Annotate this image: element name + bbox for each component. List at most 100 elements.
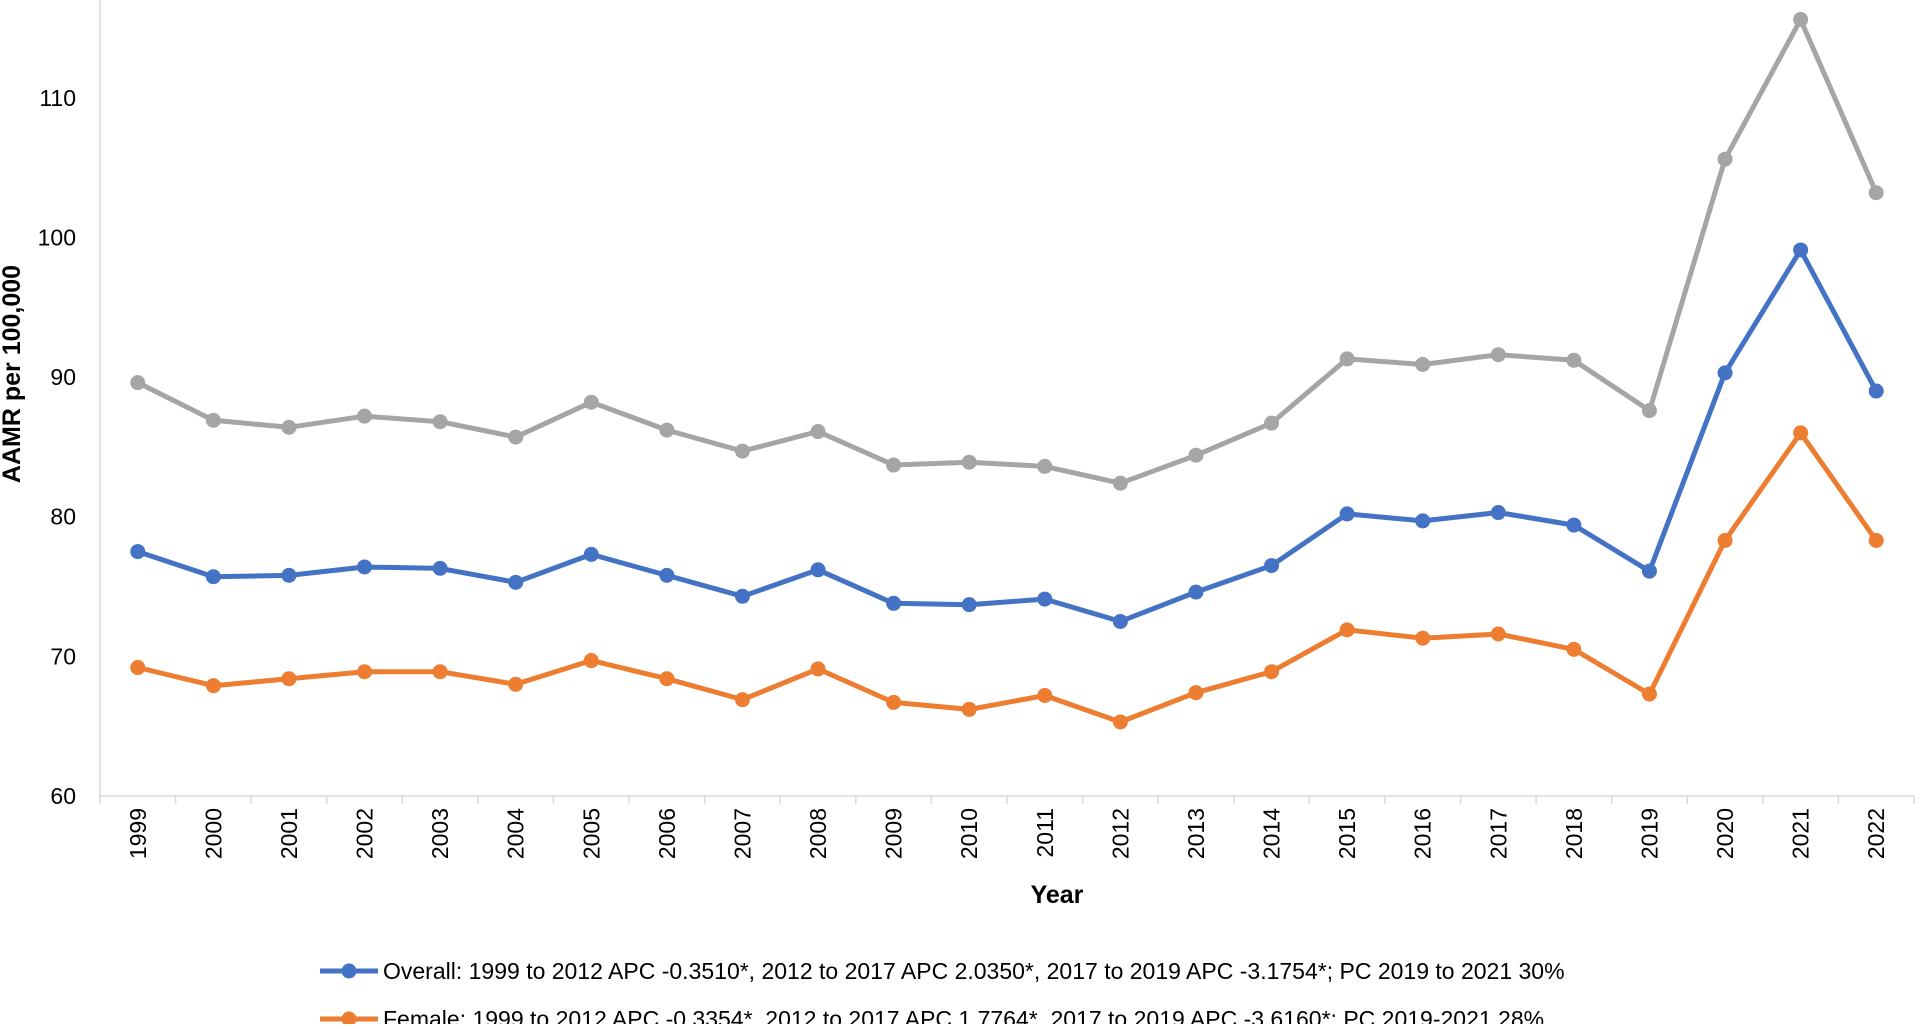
data-point — [1339, 351, 1355, 367]
data-point — [508, 429, 524, 445]
y-tick-label: 110 — [39, 85, 76, 111]
x-tick-label: 2000 — [200, 808, 226, 859]
data-point — [886, 694, 902, 710]
data-point — [1868, 185, 1884, 201]
data-point — [281, 567, 297, 583]
legend-swatch-marker — [341, 1011, 357, 1027]
data-point — [1339, 622, 1355, 638]
x-tick-label: 2006 — [654, 808, 680, 859]
data-point — [1490, 626, 1506, 642]
data-point — [1566, 517, 1582, 533]
x-tick-label: 2007 — [729, 808, 755, 859]
data-point — [659, 671, 675, 687]
data-point — [205, 412, 221, 428]
series-line — [135, 247, 1879, 624]
data-point — [508, 676, 524, 692]
data-point — [1793, 242, 1809, 258]
data-point — [357, 408, 373, 424]
data-point — [1868, 383, 1884, 399]
data-point — [357, 664, 373, 680]
y-tick-label: 100 — [38, 224, 76, 250]
data-point — [583, 394, 599, 410]
y-tick-label: 60 — [50, 783, 76, 809]
legend-label: Female: 1999 to 2012 APC -0.3354*, 2012 … — [383, 1006, 1544, 1024]
data-point — [1641, 403, 1657, 419]
x-tick-label: 2004 — [503, 808, 529, 859]
data-point — [432, 664, 448, 680]
x-tick-label: 2022 — [1863, 808, 1889, 859]
x-tick-label: 2003 — [427, 808, 453, 859]
legend-swatch-marker — [341, 963, 357, 979]
data-point — [961, 597, 977, 613]
x-tick-label: 2013 — [1183, 808, 1209, 859]
x-tick-label: 2017 — [1485, 808, 1511, 859]
data-point — [1264, 558, 1280, 574]
x-tick-label: 2002 — [352, 808, 378, 859]
data-point — [659, 422, 675, 438]
x-tick-label: 2011 — [1032, 808, 1058, 857]
x-tick-label: 2005 — [578, 808, 604, 859]
axes: 60 70 80 90 100 110 1999 2000 2001 2002 2003 2004 20… — [0, 0, 1915, 909]
data-point — [1188, 584, 1204, 600]
x-tick-label: 2010 — [956, 808, 982, 859]
y-axis-title: AAMR per 100,000 — [0, 265, 26, 483]
x-tick-label: 2021 — [1788, 808, 1814, 859]
data-point — [357, 559, 373, 575]
data-point — [1264, 415, 1280, 431]
data-point — [961, 454, 977, 470]
data-point — [1112, 714, 1128, 730]
x-tick-label: 2001 — [276, 808, 302, 859]
x-tick-label: 2015 — [1334, 808, 1360, 859]
data-point — [432, 414, 448, 430]
data-point — [1264, 664, 1280, 680]
legend-label: Overall: 1999 to 2012 APC -0.3510*, 2012… — [383, 958, 1565, 984]
series-group — [130, 12, 1884, 491]
y-tick-label: 90 — [50, 364, 76, 390]
data-point — [130, 544, 146, 560]
data-point — [1566, 352, 1582, 368]
data-point — [1037, 687, 1053, 703]
x-tick-label: 2019 — [1636, 808, 1662, 859]
data-point — [886, 595, 902, 611]
data-point — [734, 588, 750, 604]
data-point — [1717, 151, 1733, 167]
data-point — [205, 569, 221, 585]
data-point — [659, 567, 675, 583]
data-point — [281, 671, 297, 687]
series-group — [130, 425, 1884, 730]
data-point — [1490, 347, 1506, 363]
data-point — [1037, 591, 1053, 607]
y-tick-label: 80 — [50, 504, 76, 530]
data-point — [130, 660, 146, 676]
data-point — [810, 562, 826, 578]
y-tick-label: 70 — [50, 643, 76, 669]
series-group — [130, 242, 1884, 629]
x-tick-label: 1999 — [125, 808, 151, 859]
data-point — [810, 424, 826, 440]
data-point — [1188, 685, 1204, 701]
x-tick-label: 2018 — [1561, 808, 1587, 859]
data-point — [734, 443, 750, 459]
data-point — [1717, 365, 1733, 381]
x-tick-label: 2016 — [1410, 808, 1436, 859]
data-point — [1415, 630, 1431, 646]
data-point — [583, 653, 599, 669]
data-point — [1793, 12, 1809, 28]
data-point — [1717, 532, 1733, 548]
data-point — [1641, 563, 1657, 579]
data-point — [1339, 506, 1355, 522]
data-point — [130, 375, 146, 391]
legend-entry: Overall: 1999 to 2012 APC -0.3510*, 2012… — [320, 958, 1565, 984]
data-point — [1112, 613, 1128, 629]
data-point — [583, 546, 599, 562]
legend: Overall: 1999 to 2012 APC -0.3510*, 2012… — [320, 958, 1565, 1029]
legend-entry: Female: 1999 to 2012 APC -0.3354*, 2012 … — [320, 1006, 1544, 1029]
data-point — [1415, 356, 1431, 372]
data-point — [1793, 425, 1809, 441]
data-point — [205, 678, 221, 694]
data-point — [1566, 641, 1582, 657]
x-tick-label: 2020 — [1712, 808, 1738, 859]
data-point — [1868, 532, 1884, 548]
series-line — [135, 430, 1879, 725]
